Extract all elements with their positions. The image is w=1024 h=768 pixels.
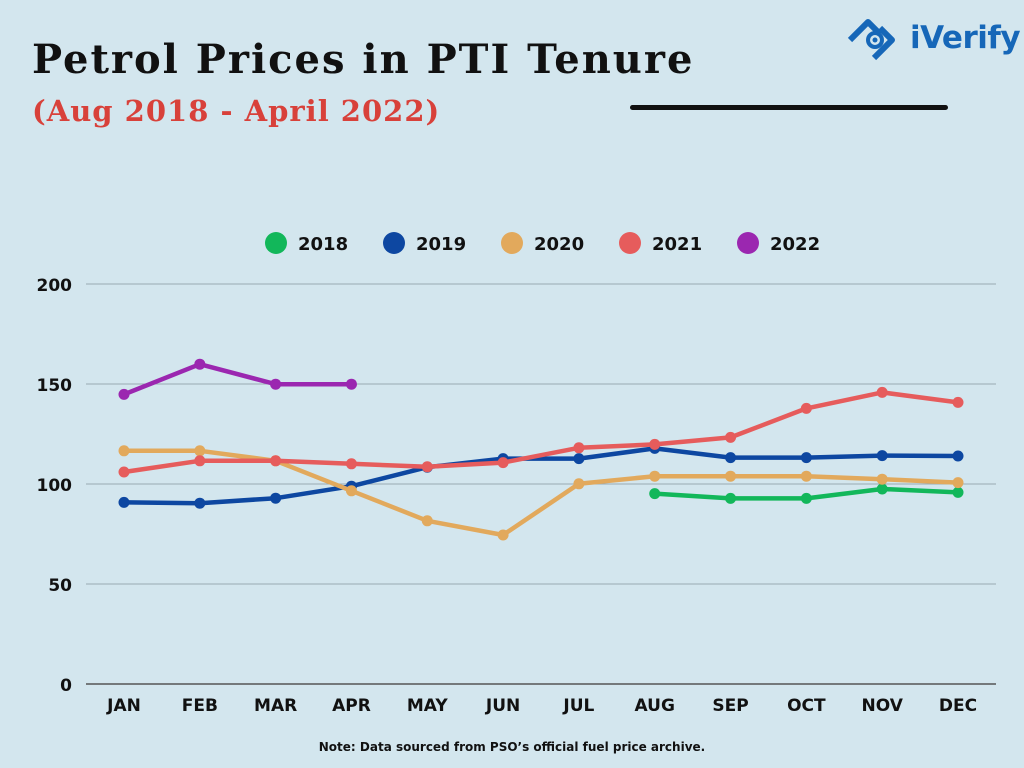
data-point-2021-jun	[497, 457, 509, 469]
x-tick-label-jul: JUL	[562, 696, 594, 716]
data-point-2022-feb	[194, 358, 206, 370]
data-point-2020-may	[421, 515, 433, 527]
y-tick-label: 50	[48, 576, 72, 596]
x-tick-label-mar: MAR	[254, 696, 297, 716]
series-line-2019	[121, 446, 961, 506]
x-tick-label-dec: DEC	[939, 696, 977, 716]
x-tick-label-jan: JAN	[106, 696, 141, 716]
data-point-2021-jan	[118, 466, 130, 478]
data-point-2018-nov	[876, 483, 888, 495]
data-point-2019-jan	[118, 496, 130, 508]
data-point-2021-dec	[952, 396, 964, 408]
legend-label-2019: 2019	[416, 234, 466, 255]
data-point-2022-jan	[118, 388, 130, 400]
data-point-2021-sep	[725, 431, 737, 443]
series-2022	[118, 358, 357, 400]
series-2018	[649, 483, 964, 504]
iverify-logo-text: iVerify	[910, 20, 1021, 56]
series-line-2022	[121, 361, 354, 397]
data-point-2020-jul	[573, 478, 585, 490]
data-point-2020-nov	[876, 473, 888, 485]
data-point-2019-dec	[952, 450, 964, 462]
iverify-logo-icon	[847, 19, 895, 61]
data-point-2020-oct	[800, 470, 812, 482]
x-tick-label-feb: FEB	[182, 696, 218, 716]
data-point-2020-sep	[725, 470, 737, 482]
x-tick-label-jun: JUN	[485, 696, 520, 716]
y-axis-ticks: 0 50 100 150 200	[37, 276, 73, 696]
data-point-2019-oct	[800, 452, 812, 464]
data-point-2021-apr	[345, 458, 357, 470]
data-point-2018-aug	[649, 488, 661, 500]
data-point-2021-oct	[800, 402, 812, 414]
x-tick-label-sep: SEP	[712, 696, 748, 716]
data-point-2020-feb	[194, 445, 206, 457]
x-tick-label-nov: NOV	[861, 696, 903, 716]
data-point-2021-may	[421, 461, 433, 473]
data-point-2019-jul	[573, 453, 585, 465]
chart-subtitle: (Aug 2018 - April 2022)	[32, 94, 441, 128]
chart-title: Petrol Prices in PTI Tenure	[32, 36, 695, 83]
data-point-2021-mar	[270, 455, 282, 467]
data-point-2021-nov	[876, 386, 888, 398]
data-point-2020-jun	[497, 529, 509, 541]
iverify-logo: iVerify	[846, 18, 1021, 62]
x-tick-label-may: MAY	[407, 696, 448, 716]
data-point-2021-feb	[194, 455, 206, 467]
data-point-2018-sep	[725, 492, 737, 504]
chart-grid	[86, 283, 996, 685]
data-point-2020-jan	[118, 445, 130, 457]
y-tick-label: 100	[37, 476, 73, 496]
legend-marker-2021	[619, 232, 641, 254]
legend-marker-2019	[383, 232, 405, 254]
data-point-2020-apr	[345, 485, 357, 497]
y-tick-label: 200	[37, 276, 73, 296]
legend-label-2022: 2022	[770, 234, 820, 255]
data-point-2018-oct	[800, 492, 812, 504]
legend-marker-2022	[737, 232, 759, 254]
divider-line	[630, 105, 948, 110]
data-point-2021-jul	[573, 442, 585, 454]
source-note: Note: Data sourced from PSO’s official f…	[318, 740, 706, 754]
data-point-2020-dec	[952, 477, 964, 489]
legend-label-2018: 2018	[298, 234, 348, 255]
chart-series	[118, 358, 964, 541]
series-line-2021	[121, 390, 961, 475]
legend-marker-2018	[265, 232, 287, 254]
data-point-2022-apr	[345, 378, 357, 390]
series-2021	[118, 386, 964, 478]
x-axis-ticks: JAN FEB MAR APR MAY JUN JUL AUG SEP OCT NOV DEC	[106, 696, 977, 716]
chart-legend: 2018 2019 2020 2021 2022	[265, 232, 820, 255]
x-tick-label-aug: AUG	[635, 696, 675, 716]
data-point-2019-sep	[725, 452, 737, 464]
legend-marker-2020	[501, 232, 523, 254]
data-point-2019-nov	[876, 450, 888, 462]
x-tick-label-apr: APR	[332, 696, 371, 716]
y-tick-label: 150	[37, 376, 73, 396]
data-point-2019-mar	[270, 492, 282, 504]
data-point-2021-aug	[649, 438, 661, 450]
legend-label-2020: 2020	[534, 234, 584, 255]
data-point-2020-aug	[649, 470, 661, 482]
data-point-2022-mar	[270, 378, 282, 390]
data-point-2019-feb	[194, 497, 206, 509]
data-point-2018-dec	[952, 486, 964, 498]
x-tick-label-oct: OCT	[787, 696, 826, 716]
y-tick-label: 0	[60, 676, 72, 696]
legend-label-2021: 2021	[652, 234, 702, 255]
